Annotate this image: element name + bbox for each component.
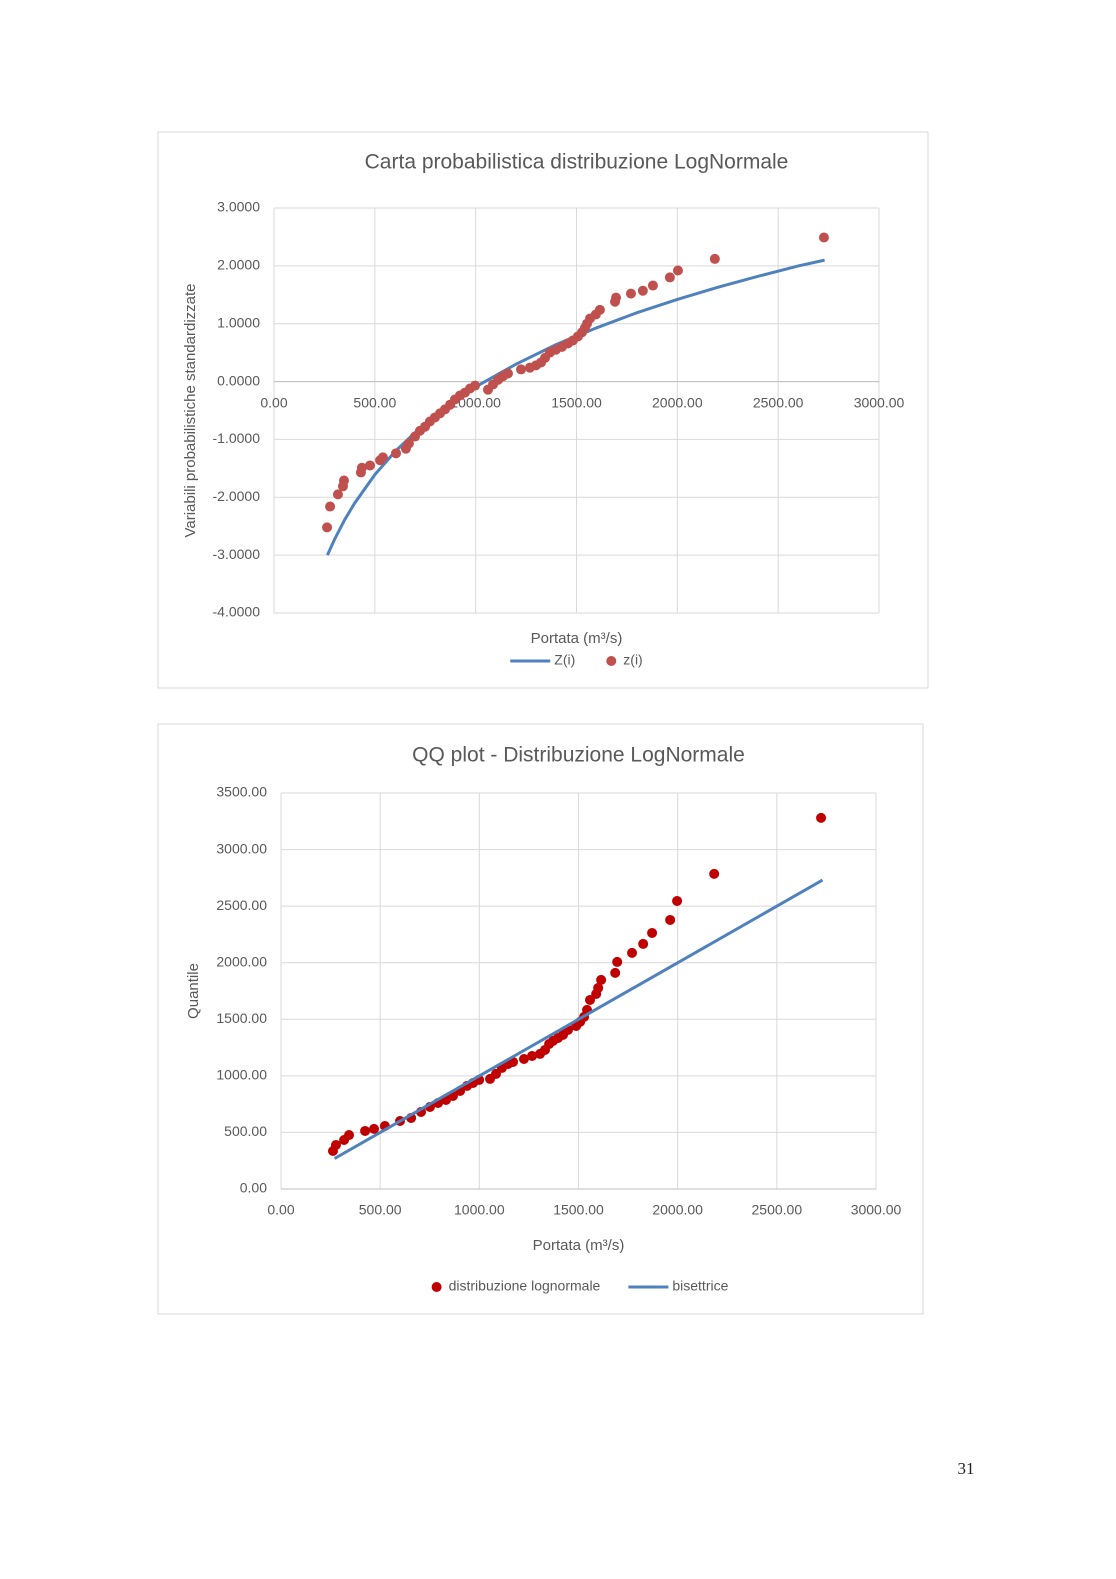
x-tick-label: 1000.00 bbox=[454, 1202, 505, 1218]
x-tick-label: 2500.00 bbox=[753, 394, 804, 410]
x-tick-label: 1500.00 bbox=[553, 1202, 604, 1218]
y-tick-label: 3.0000 bbox=[217, 199, 260, 215]
data-point bbox=[518, 1053, 529, 1064]
y-tick-label: -3.0000 bbox=[213, 546, 261, 562]
x-tick-label: 1500.00 bbox=[551, 394, 602, 410]
x-tick-label: 3000.00 bbox=[854, 394, 905, 410]
data-point bbox=[325, 501, 336, 512]
y-tick-label: -4.0000 bbox=[213, 604, 261, 620]
y-tick-label: 500.00 bbox=[224, 1123, 267, 1139]
data-point bbox=[610, 967, 621, 978]
chart-frame bbox=[157, 131, 929, 689]
data-point bbox=[527, 1050, 538, 1061]
data-point bbox=[369, 1123, 380, 1134]
legend-symbol bbox=[431, 1282, 442, 1292]
x-axis-label: Portata (m³/s) bbox=[533, 1237, 625, 1254]
chart: QQ plot - Distribuzione LogNormale Portat… bbox=[157, 723, 924, 1315]
data-point bbox=[665, 914, 676, 925]
x-tick-label: 2000.00 bbox=[652, 394, 703, 410]
data-point bbox=[596, 974, 607, 985]
data-point bbox=[637, 285, 648, 296]
x-tick-label: 0.00 bbox=[260, 394, 287, 410]
legend-label: distribuzione lognormale bbox=[449, 1278, 601, 1294]
data-point bbox=[625, 288, 636, 299]
y-axis-label: Variabili probabilistiche standardizzate bbox=[182, 283, 199, 537]
data-point bbox=[356, 462, 367, 473]
data-point bbox=[664, 272, 675, 283]
data-point bbox=[612, 956, 623, 967]
data-point bbox=[377, 452, 388, 463]
legend-label: bisettrice bbox=[672, 1278, 728, 1294]
data-point bbox=[322, 522, 333, 533]
legend-label: z(i) bbox=[623, 652, 642, 668]
data-point bbox=[594, 304, 605, 315]
x-axis-label: Portata (m³/s) bbox=[531, 630, 623, 647]
y-tick-label: 0.0000 bbox=[217, 372, 260, 388]
y-tick-label: -2.0000 bbox=[213, 488, 261, 504]
data-point bbox=[672, 895, 683, 906]
y-tick-label: 1500.00 bbox=[216, 1010, 267, 1026]
data-point bbox=[593, 982, 604, 993]
y-tick-label: 2.0000 bbox=[217, 257, 260, 273]
chart: Carta probabilistica distribuzione LogNo… bbox=[157, 131, 929, 689]
x-tick-label: 3000.00 bbox=[851, 1202, 902, 1218]
data-point bbox=[585, 994, 596, 1005]
data-point bbox=[672, 265, 683, 276]
chart-title: Carta probabilistica distribuzione LogNo… bbox=[365, 151, 789, 174]
y-axis-label: Quantile bbox=[185, 963, 202, 1019]
y-tick-label: 1000.00 bbox=[216, 1067, 267, 1083]
data-point bbox=[391, 448, 402, 459]
data-point bbox=[338, 475, 349, 486]
data-point bbox=[647, 280, 658, 291]
data-point bbox=[330, 1139, 341, 1150]
y-tick-label: 2500.00 bbox=[216, 897, 267, 913]
data-point bbox=[403, 438, 414, 449]
data-point bbox=[516, 364, 527, 375]
data-point bbox=[360, 1125, 371, 1136]
x-tick-label: 500.00 bbox=[353, 394, 396, 410]
data-point bbox=[344, 1130, 355, 1141]
data-point bbox=[611, 292, 622, 303]
data-point bbox=[709, 253, 720, 264]
data-point bbox=[502, 368, 513, 379]
data-point bbox=[627, 947, 638, 958]
x-tick-label: 2000.00 bbox=[652, 1202, 703, 1218]
data-point bbox=[818, 232, 829, 243]
y-tick-label: -1.0000 bbox=[213, 430, 261, 446]
data-point bbox=[709, 868, 720, 879]
data-point bbox=[470, 380, 481, 391]
x-tick-label: 2500.00 bbox=[752, 1202, 803, 1218]
legend-symbol bbox=[606, 656, 617, 666]
chart-title: QQ plot - Distribuzione LogNormale bbox=[412, 744, 745, 767]
data-point bbox=[332, 489, 343, 500]
y-tick-label: 0.00 bbox=[240, 1180, 267, 1196]
y-tick-label: 3500.00 bbox=[216, 784, 267, 800]
y-tick-label: 1.0000 bbox=[217, 314, 260, 330]
page-number: 31 bbox=[958, 1459, 975, 1478]
y-tick-label: 2000.00 bbox=[216, 953, 267, 969]
x-tick-label: 0.00 bbox=[267, 1202, 294, 1218]
data-point bbox=[638, 938, 649, 949]
data-point bbox=[816, 812, 827, 823]
data-point bbox=[647, 927, 658, 938]
y-tick-label: 3000.00 bbox=[216, 840, 267, 856]
data-point bbox=[364, 460, 375, 471]
legend-label: Z(i) bbox=[554, 652, 575, 668]
x-tick-label: 500.00 bbox=[359, 1202, 402, 1218]
series-line bbox=[333, 878, 824, 1160]
